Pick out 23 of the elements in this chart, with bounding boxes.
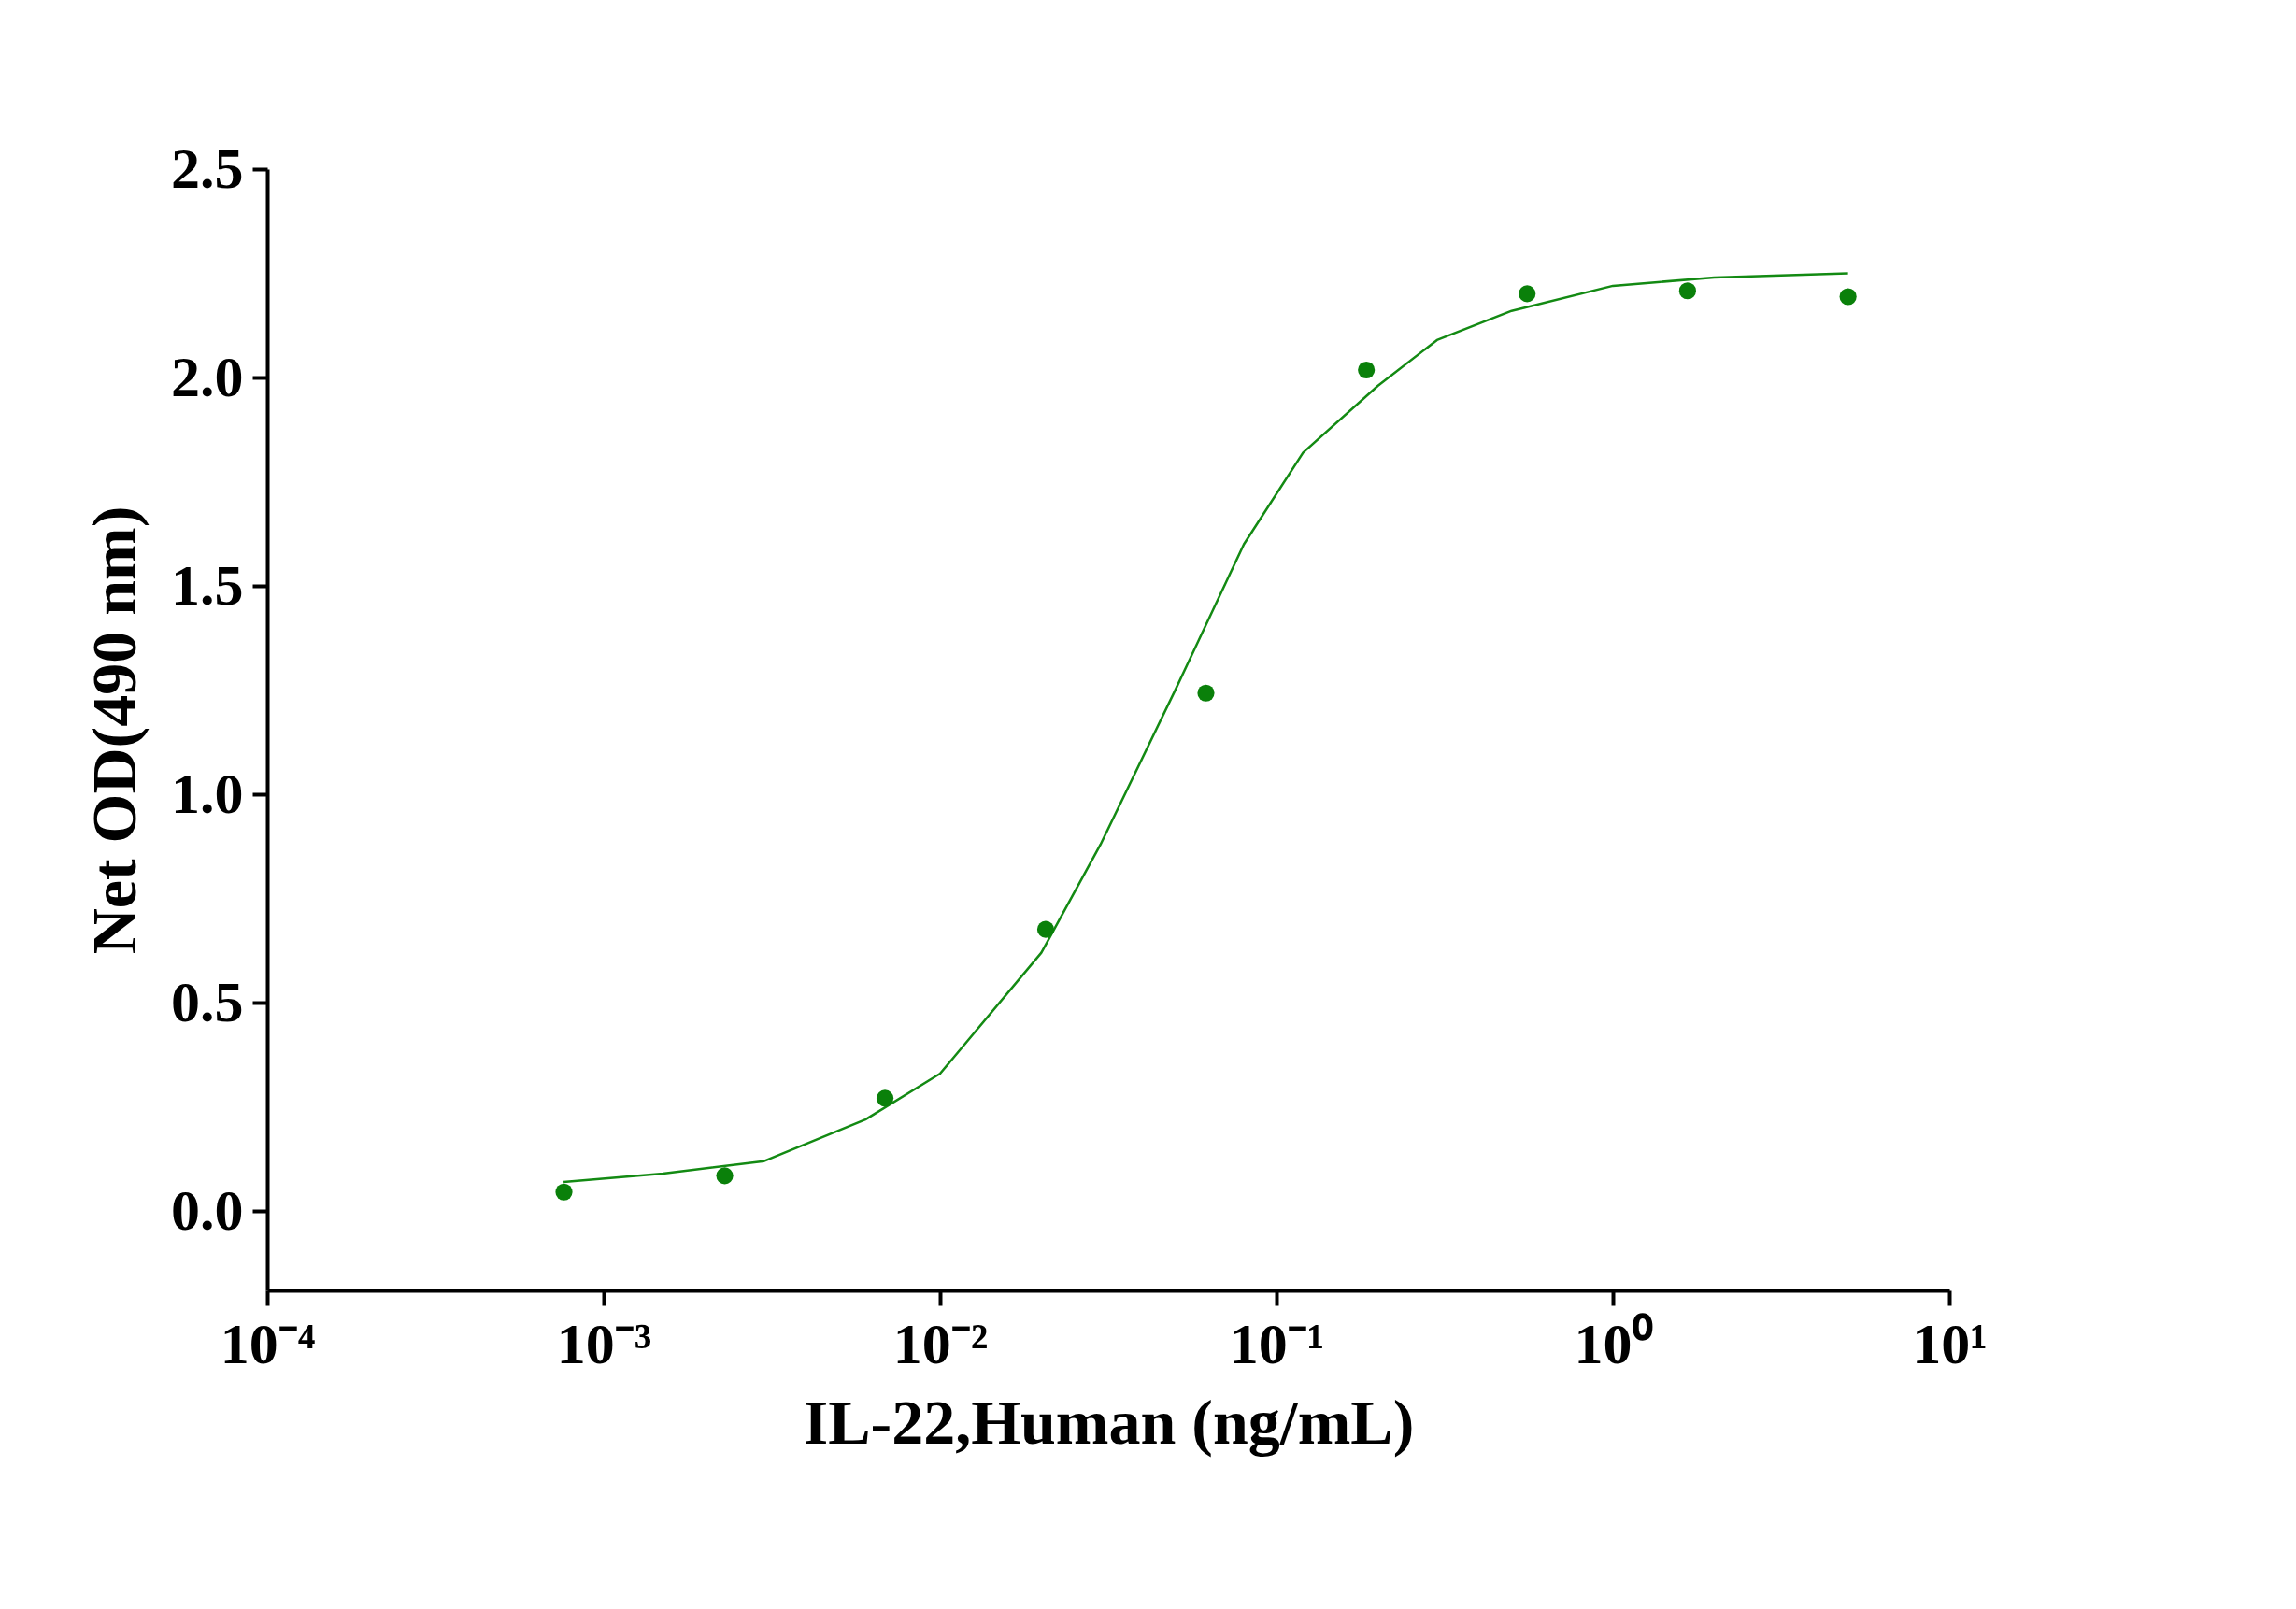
x-tick-label: 10¹ (1912, 1311, 1988, 1375)
x-tick-label: 10⁻³ (556, 1311, 652, 1375)
y-tick-label: 1.0 (171, 761, 244, 825)
point (876, 1089, 894, 1107)
point (1358, 361, 1376, 379)
point (1678, 282, 1696, 300)
y-tick-label: 2.5 (171, 135, 244, 200)
point (1197, 684, 1215, 702)
point (1839, 288, 1857, 306)
x-tick-label: 10⁻¹ (1229, 1311, 1325, 1375)
point (716, 1167, 734, 1185)
y-tick-label: 2.0 (171, 344, 244, 408)
x-axis-title: IL-22,Human (ng/mL) (803, 1386, 1415, 1458)
point (555, 1183, 573, 1201)
x-tick-label: 10⁻⁴ (220, 1311, 316, 1375)
point (1036, 920, 1055, 938)
point (1519, 285, 1536, 303)
y-axis-title: Net OD(490 nm) (78, 505, 150, 955)
y-tick-label: 1.5 (171, 552, 244, 617)
x-tick-label: 10⁰ (1574, 1311, 1653, 1375)
x-tick-label: 10⁻² (892, 1311, 989, 1375)
y-tick-label: 0.0 (171, 1177, 244, 1242)
y-tick-label: 0.5 (171, 969, 244, 1033)
